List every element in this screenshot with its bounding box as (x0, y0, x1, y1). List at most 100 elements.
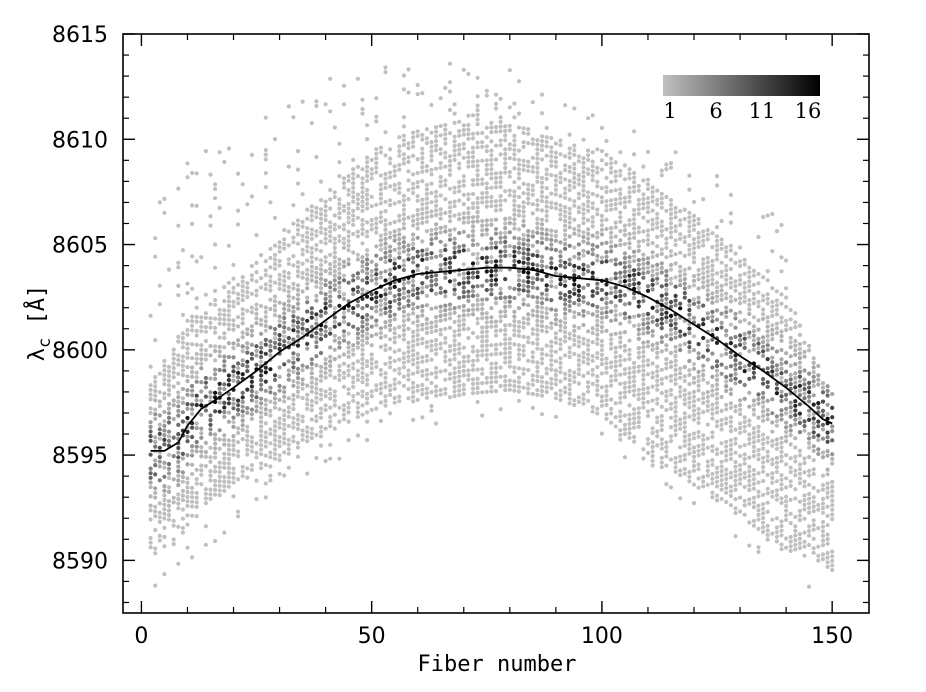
data-point (567, 350, 572, 355)
data-point (295, 227, 301, 232)
data-point (728, 373, 734, 378)
data-point (788, 340, 793, 345)
data-point (710, 295, 715, 301)
data-point (314, 242, 319, 248)
data-point (185, 406, 190, 411)
data-point (282, 385, 287, 390)
data-point (590, 372, 595, 377)
data-point (424, 182, 429, 187)
data-point (480, 200, 485, 205)
data-point (475, 182, 480, 187)
data-point (466, 312, 471, 317)
data-point (240, 362, 245, 368)
data-point (751, 403, 757, 408)
data-point (415, 82, 420, 88)
data-point (659, 307, 664, 312)
data-point (503, 295, 508, 300)
data-point (512, 249, 517, 254)
data-point (581, 207, 586, 212)
data-point (751, 481, 757, 486)
data-point (595, 332, 600, 337)
data-point (668, 198, 674, 203)
data-point (291, 369, 296, 374)
data-point (355, 331, 360, 336)
data-point (687, 395, 692, 401)
data-point (595, 374, 600, 379)
data-point (563, 390, 568, 395)
data-point (751, 333, 757, 338)
data-point (429, 283, 434, 288)
data-point (199, 329, 204, 334)
data-point (346, 387, 351, 392)
data-point (710, 328, 715, 333)
data-point (245, 294, 250, 300)
data-point (747, 349, 752, 354)
data-point (341, 412, 347, 417)
data-point (738, 402, 743, 408)
data-point (645, 256, 651, 261)
data-point (470, 261, 476, 266)
data-point (447, 358, 453, 363)
data-point (318, 332, 324, 337)
data-point (507, 322, 512, 328)
data-point (447, 61, 453, 66)
data-point (627, 412, 632, 417)
data-point (673, 363, 678, 368)
data-point (341, 245, 347, 250)
data-point (493, 324, 499, 329)
data-point (516, 352, 522, 357)
data-point (443, 164, 448, 169)
data-point (691, 362, 697, 367)
data-point (475, 321, 480, 326)
data-point (599, 357, 605, 362)
data-point (581, 179, 586, 184)
data-point (530, 308, 535, 313)
data-point (452, 282, 457, 288)
data-point (696, 272, 701, 277)
data-point (728, 243, 734, 248)
data-point (245, 447, 250, 452)
data-point (415, 235, 420, 240)
data-point (738, 310, 743, 315)
data-point (636, 258, 641, 263)
data-point (710, 314, 715, 319)
data-point (470, 191, 476, 197)
data-point (360, 287, 365, 292)
data-point (148, 420, 153, 425)
data-point (213, 469, 218, 474)
data-point (434, 226, 439, 232)
data-point (535, 202, 540, 208)
data-point (724, 453, 729, 458)
data-point (756, 234, 761, 240)
data-point (489, 306, 494, 311)
data-point (691, 413, 697, 418)
data-point (650, 463, 655, 468)
data-point (738, 365, 743, 370)
data-point (254, 311, 259, 316)
data-point (190, 402, 195, 407)
data-point (613, 243, 618, 248)
data-point (668, 360, 674, 365)
data-point (701, 391, 706, 396)
data-point (397, 366, 402, 371)
data-point (452, 306, 457, 311)
data-point (383, 287, 388, 292)
data-point (572, 106, 577, 111)
data-point (434, 324, 439, 329)
data-point (411, 292, 416, 297)
data-point (590, 312, 595, 317)
data-point (728, 308, 734, 313)
data-point (203, 501, 208, 506)
data-point (153, 379, 158, 384)
data-point (710, 476, 715, 481)
data-point (572, 333, 577, 338)
data-point (710, 495, 715, 500)
data-point (480, 367, 485, 372)
data-point (332, 347, 337, 352)
data-point (411, 329, 416, 334)
data-point (572, 338, 577, 343)
data-point (397, 371, 402, 376)
data-point (388, 184, 393, 189)
data-point (401, 365, 406, 370)
data-point (447, 131, 453, 136)
